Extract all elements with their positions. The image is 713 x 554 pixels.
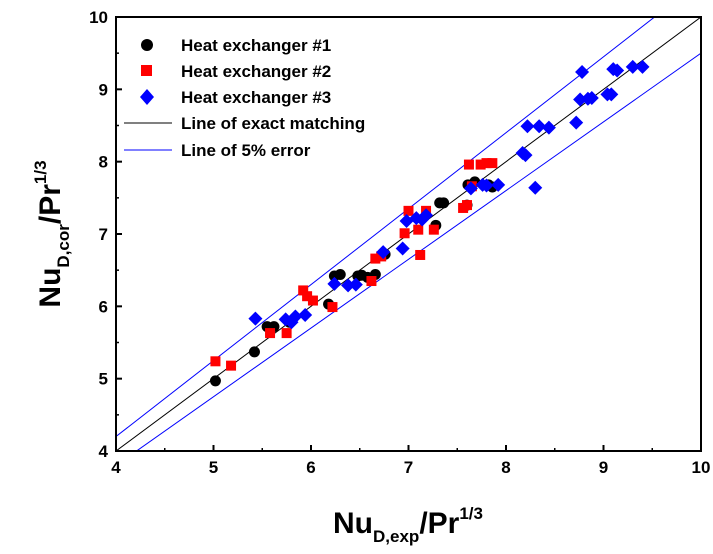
point-heat-exchanger-3 [463,181,478,196]
point-heat-exchanger-3 [541,120,556,135]
point-heat-exchanger-3 [520,119,535,134]
point-heat-exchanger-3 [348,277,363,292]
x-tick-label: 9 [599,458,608,477]
y-axis-title: NuD,cor/Pr1/3 [31,160,73,307]
x-axis-title-base: Nu [333,507,373,540]
y-axis-title-denom: /Pr [34,184,67,224]
y-tick-label: 10 [89,8,108,27]
point-heat-exchanger-2 [307,295,318,306]
x-tick-label: 5 [209,458,218,477]
legend-marker-heat-exchanger-2 [141,65,152,76]
point-heat-exchanger-1 [438,197,450,209]
point-heat-exchanger-3 [635,59,650,74]
x-axis-title: NuD,exp/Pr1/3 [333,504,483,546]
point-heat-exchanger-2 [281,328,292,339]
y-axis-title-base: Nu [34,268,67,308]
point-heat-exchanger-2 [481,158,492,169]
point-heat-exchanger-2 [415,249,426,260]
point-heat-exchanger-2 [428,224,439,235]
point-heat-exchanger-3 [625,59,640,74]
y-tick-label: 7 [99,225,108,244]
y-tick-label: 9 [99,80,108,99]
y-axis-title-sub: D,cor [54,224,73,268]
point-heat-exchanger-2 [366,276,377,287]
point-heat-exchanger-3 [288,309,303,324]
point-heat-exchanger-3 [327,276,342,291]
point-heat-exchanger-1 [334,269,346,281]
point-heat-exchanger-2 [226,360,237,371]
point-heat-exchanger-3 [298,308,313,323]
legend-label-heat-exchanger-2: Heat exchanger #2 [181,62,331,81]
legend-label-5-percent-error: Line of 5% error [181,141,311,160]
point-heat-exchanger-3 [248,311,263,326]
data-points [209,59,650,387]
point-heat-exchanger-3 [528,180,543,195]
y-tick-label: 6 [99,297,108,316]
point-heat-exchanger-2 [413,224,424,235]
x-tick-label: 6 [306,458,315,477]
point-heat-exchanger-3 [569,115,584,130]
legend: Heat exchanger #1 Heat exchanger #2 Heat… [124,36,365,160]
point-heat-exchanger-3 [575,64,590,79]
point-heat-exchanger-2 [462,200,472,211]
y-tick-label: 8 [99,153,108,172]
error-line [135,52,701,451]
point-heat-exchanger-1 [248,346,260,358]
point-heat-exchanger-3 [573,92,588,107]
x-axis-title-sup: 1/3 [459,504,483,523]
point-heat-exchanger-3 [419,208,434,223]
point-heat-exchanger-3 [376,245,391,260]
legend-label-exact-matching: Line of exact matching [181,114,365,133]
legend-marker-heat-exchanger-3 [140,89,154,105]
legend-marker-heat-exchanger-1 [141,39,153,51]
point-heat-exchanger-3 [395,241,410,256]
point-heat-exchanger-1 [209,375,221,387]
point-heat-exchanger-3 [341,278,356,293]
x-axis-title-sub: D,exp [373,527,419,546]
point-heat-exchanger-3 [479,178,494,193]
x-tick-label: 8 [501,458,510,477]
point-heat-exchanger-2 [399,228,410,239]
point-heat-exchanger-2 [298,285,309,296]
x-tick-label: 10 [692,458,711,477]
point-heat-exchanger-2 [265,328,276,339]
point-heat-exchanger-3 [532,119,547,134]
point-heat-exchanger-3 [584,91,599,106]
x-axis-title-denom: /Pr [419,507,459,540]
point-heat-exchanger-2 [403,205,414,216]
point-heat-exchanger-2 [302,291,313,302]
x-tick-label: 4 [111,458,121,477]
point-heat-exchanger-2 [487,158,498,169]
y-tick-label: 5 [99,370,108,389]
y-tick-label: 4 [99,442,109,461]
point-heat-exchanger-2 [327,302,338,313]
point-heat-exchanger-2 [210,356,221,367]
point-heat-exchanger-3 [518,148,533,163]
legend-label-heat-exchanger-1: Heat exchanger #1 [181,36,331,55]
point-heat-exchanger-2 [370,253,381,264]
axis-ticks: 4 5 6 7 8 9 10 4 5 6 7 8 9 10 [89,8,710,477]
point-heat-exchanger-2 [463,159,474,170]
point-heat-exchanger-3 [610,63,625,78]
x-tick-label: 7 [404,458,413,477]
point-heat-exchanger-3 [604,87,619,102]
y-axis-title-sup: 1/3 [31,160,50,184]
point-heat-exchanger-2 [475,159,486,170]
legend-label-heat-exchanger-3: Heat exchanger #3 [181,88,331,107]
point-heat-exchanger-3 [491,177,506,192]
